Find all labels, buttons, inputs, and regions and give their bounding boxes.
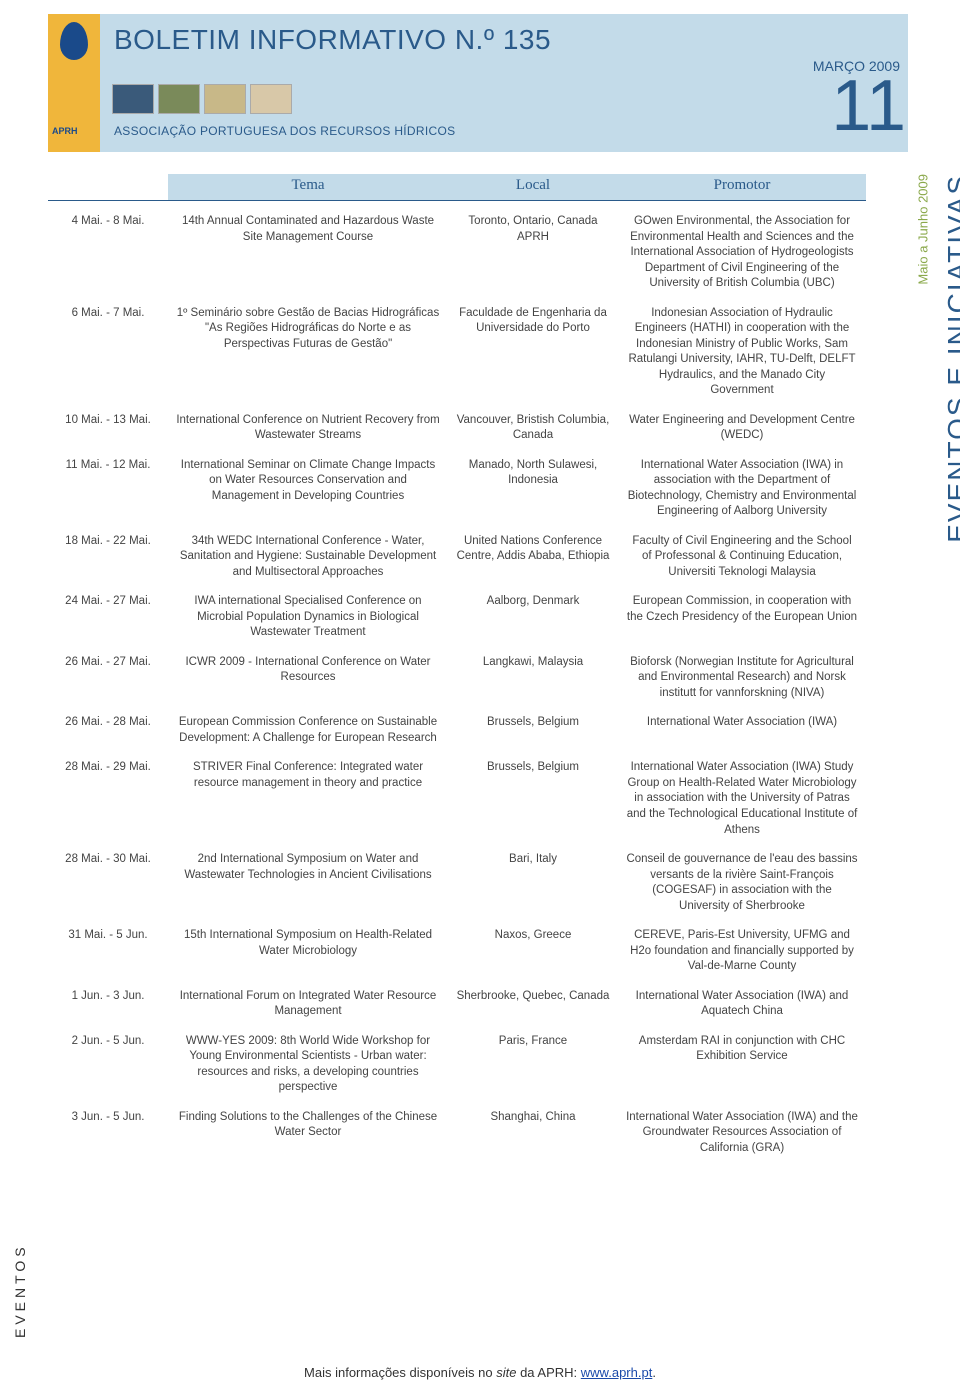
cell-tema: Finding Solutions to the Challenges of t…	[168, 1110, 448, 1157]
table-row: 2 Jun. - 5 Jun.WWW-YES 2009: 8th World W…	[48, 1034, 866, 1096]
cell-date: 26 Mai. - 28 Mai.	[48, 715, 168, 746]
cell-tema: 2nd International Symposium on Water and…	[168, 852, 448, 914]
header-subtitle: ASSOCIAÇÃO PORTUGUESA DOS RECURSOS HÍDRI…	[114, 124, 455, 138]
table-row: 6 Mai. - 7 Mai.1º Seminário sobre Gestão…	[48, 306, 866, 399]
cell-promo: Faculty of Civil Engineering and the Sch…	[618, 534, 866, 581]
side-label-left: EVENTOS	[12, 1243, 28, 1338]
side-label-right: EVENTOS E INICIATIVAS	[942, 174, 960, 543]
col-local: Local	[448, 174, 618, 200]
col-promotor: Promotor	[618, 174, 866, 200]
cell-promo: Water Engineering and Development Centre…	[618, 413, 866, 444]
table-row: 18 Mai. - 22 Mai.34th WEDC International…	[48, 534, 866, 581]
table-row: 24 Mai. - 27 Mai.IWA international Speci…	[48, 594, 866, 641]
cell-date: 24 Mai. - 27 Mai.	[48, 594, 168, 641]
cell-local: Langkawi, Malaysia	[448, 655, 618, 702]
footer-text2: da APRH:	[516, 1365, 580, 1380]
cell-tema: 1º Seminário sobre Gestão de Bacias Hidr…	[168, 306, 448, 399]
cell-local: Brussels, Belgium	[448, 715, 618, 746]
cell-date: 31 Mai. - 5 Jun.	[48, 928, 168, 975]
cell-date: 1 Jun. - 3 Jun.	[48, 989, 168, 1020]
table-row: 4 Mai. - 8 Mai.14th Annual Contaminated …	[48, 214, 866, 292]
cell-tema: WWW-YES 2009: 8th World Wide Workshop fo…	[168, 1034, 448, 1096]
table-row: 28 Mai. - 30 Mai.2nd International Sympo…	[48, 852, 866, 914]
cell-local: Toronto, Ontario, Canada APRH	[448, 214, 618, 292]
cell-tema: International Seminar on Climate Change …	[168, 458, 448, 520]
table-row: 31 Mai. - 5 Jun.15th International Sympo…	[48, 928, 866, 975]
cell-promo: International Water Association (IWA)	[618, 715, 866, 746]
cell-tema: European Commission Conference on Sustai…	[168, 715, 448, 746]
cell-date: 6 Mai. - 7 Mai.	[48, 306, 168, 399]
col-date	[48, 174, 168, 200]
table-row: 11 Mai. - 12 Mai.International Seminar o…	[48, 458, 866, 520]
cell-local: Paris, France	[448, 1034, 618, 1096]
cell-promo: International Water Association (IWA) St…	[618, 760, 866, 838]
table-row: 1 Jun. - 3 Jun.International Forum on In…	[48, 989, 866, 1020]
cell-date: 28 Mai. - 30 Mai.	[48, 852, 168, 914]
cell-local: Bari, Italy	[448, 852, 618, 914]
cell-local: Shanghai, China	[448, 1110, 618, 1157]
table-row: 28 Mai. - 29 Mai.STRIVER Final Conferenc…	[48, 760, 866, 838]
cell-promo: Amsterdam RAI in conjunction with CHC Ex…	[618, 1034, 866, 1096]
cell-tema: IWA international Specialised Conference…	[168, 594, 448, 641]
cell-local: Manado, North Sulawesi, Indonesia	[448, 458, 618, 520]
thumb-icon	[112, 84, 154, 114]
cell-tema: 14th Annual Contaminated and Hazardous W…	[168, 214, 448, 292]
footer-text: Mais informações disponíveis no	[304, 1365, 496, 1380]
cell-date: 28 Mai. - 29 Mai.	[48, 760, 168, 838]
side-label-right-sub: Maio a Junho 2009	[916, 174, 931, 285]
cell-tema: International Forum on Integrated Water …	[168, 989, 448, 1020]
cell-date: 4 Mai. - 8 Mai.	[48, 214, 168, 292]
cell-promo: Bioforsk (Norwegian Institute for Agricu…	[618, 655, 866, 702]
cell-date: 11 Mai. - 12 Mai.	[48, 458, 168, 520]
cell-tema: 15th International Symposium on Health-R…	[168, 928, 448, 975]
header-title: BOLETIM INFORMATIVO N.º 135	[114, 24, 551, 56]
cell-tema: International Conference on Nutrient Rec…	[168, 413, 448, 444]
logo-drop-icon	[60, 22, 88, 60]
footer: Mais informações disponíveis no site da …	[0, 1365, 960, 1380]
thumb-icon	[250, 84, 292, 114]
cell-local: Sherbrooke, Quebec, Canada	[448, 989, 618, 1020]
cell-promo: GOwen Environmental, the Association for…	[618, 214, 866, 292]
cell-local: Vancouver, Bristish Columbia, Canada	[448, 413, 618, 444]
footer-suffix: .	[652, 1365, 656, 1380]
cell-date: 18 Mai. - 22 Mai.	[48, 534, 168, 581]
table-row: 26 Mai. - 28 Mai.European Commission Con…	[48, 715, 866, 746]
thumb-icon	[204, 84, 246, 114]
cell-date: 26 Mai. - 27 Mai.	[48, 655, 168, 702]
cell-local: Aalborg, Denmark	[448, 594, 618, 641]
table-row: 10 Mai. - 13 Mai.International Conferenc…	[48, 413, 866, 444]
logo-text: APRH	[52, 126, 78, 136]
col-tema: Tema	[168, 174, 448, 200]
cell-date: 2 Jun. - 5 Jun.	[48, 1034, 168, 1096]
page-number: 11	[831, 70, 906, 142]
cell-promo: Conseil de gouvernance de l'eau des bass…	[618, 852, 866, 914]
footer-link[interactable]: www.aprh.pt	[581, 1365, 653, 1380]
cell-local: Faculdade de Engenharia da Universidade …	[448, 306, 618, 399]
events-table: 4 Mai. - 8 Mai.14th Annual Contaminated …	[48, 214, 866, 1170]
cell-tema: 34th WEDC International Conference - Wat…	[168, 534, 448, 581]
cell-date: 10 Mai. - 13 Mai.	[48, 413, 168, 444]
footer-site-word: site	[496, 1365, 516, 1380]
thumb-icon	[158, 84, 200, 114]
cell-tema: ICWR 2009 - International Conference on …	[168, 655, 448, 702]
cell-local: Naxos, Greece	[448, 928, 618, 975]
cell-promo: International Water Association (IWA) an…	[618, 989, 866, 1020]
cell-local: Brussels, Belgium	[448, 760, 618, 838]
cell-promo: International Water Association (IWA) in…	[618, 458, 866, 520]
cell-promo: CEREVE, Paris-Est University, UFMG and H…	[618, 928, 866, 975]
table-row: 26 Mai. - 27 Mai.ICWR 2009 - Internation…	[48, 655, 866, 702]
thumbnail-row	[112, 84, 292, 114]
cell-promo: European Commission, in cooperation with…	[618, 594, 866, 641]
cell-promo: Indonesian Association of Hydraulic Engi…	[618, 306, 866, 399]
cell-date: 3 Jun. - 5 Jun.	[48, 1110, 168, 1157]
header-rule	[48, 200, 866, 201]
cell-promo: International Water Association (IWA) an…	[618, 1110, 866, 1157]
table-row: 3 Jun. - 5 Jun.Finding Solutions to the …	[48, 1110, 866, 1157]
cell-tema: STRIVER Final Conference: Integrated wat…	[168, 760, 448, 838]
column-headers: Tema Local Promotor	[48, 174, 866, 200]
cell-local: United Nations Conference Centre, Addis …	[448, 534, 618, 581]
